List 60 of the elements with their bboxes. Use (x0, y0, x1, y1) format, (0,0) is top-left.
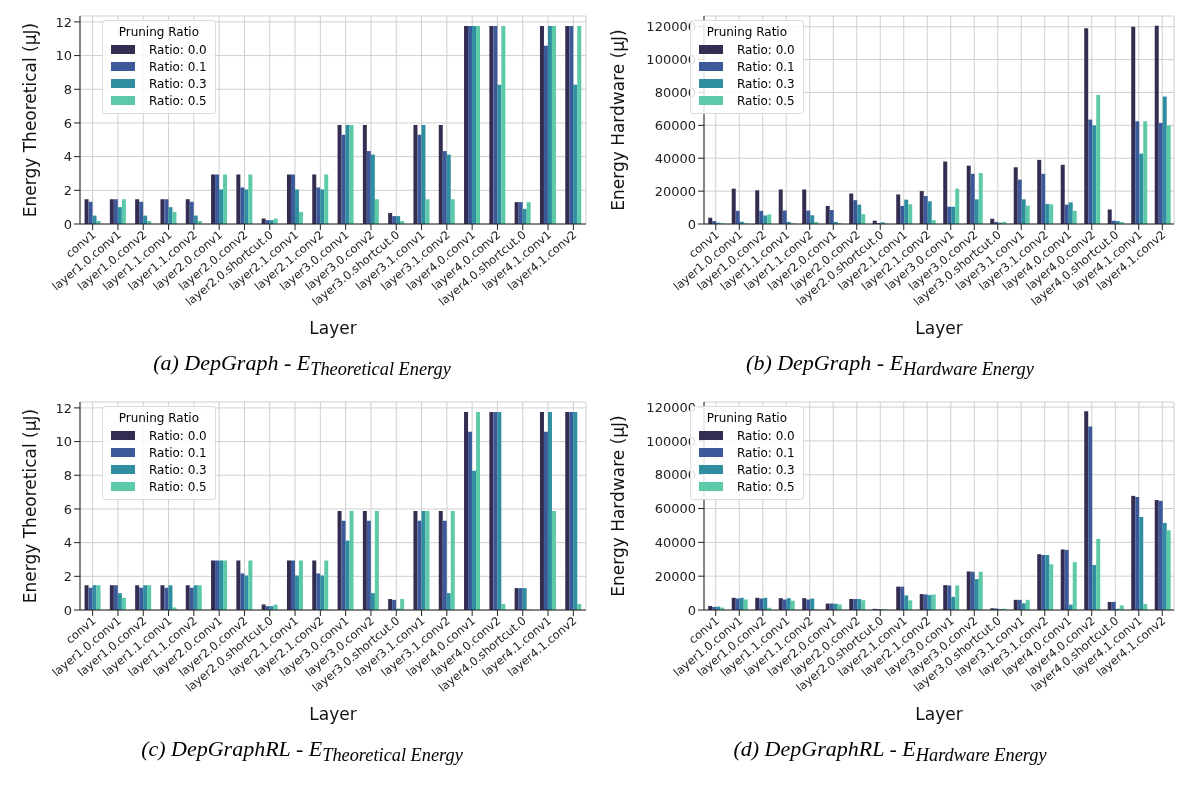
y-tick-label: 8 (63, 467, 72, 483)
x-axis-title: Layer (915, 318, 963, 338)
y-tick-label: 10 (55, 48, 72, 64)
text: (b) DepGraph - E$_{Hardware Energy}$ (745, 350, 1035, 381)
y-tick-label: 60000 (654, 501, 696, 517)
legend-label: Ratio: 0.5 (149, 93, 207, 108)
legend-label: Ratio: 0.0 (737, 42, 795, 57)
y-tick-label: 2 (63, 568, 72, 584)
y-tick-label: 40000 (654, 534, 696, 550)
legend-title: Pruning Ratio (117, 411, 201, 425)
y-tick-label: 20000 (654, 183, 696, 199)
y-tick-label: 4 (63, 149, 72, 165)
y-tick-label: 8 (63, 81, 72, 97)
legend-label: Ratio: 0.3 (737, 462, 795, 477)
text: (a) DepGraph - E$_{Theoretical Energy}$ (152, 350, 452, 381)
legend-label: Ratio: 0.3 (737, 76, 795, 91)
legend-label: Ratio: 0.1 (737, 59, 795, 74)
y-tick-label: 80000 (654, 85, 696, 101)
y-tick-label: 100000 (646, 52, 696, 68)
y-tick-label: 100000 (646, 433, 696, 449)
legend-title: Pruning Ratio (705, 411, 789, 425)
x-axis-title: Layer (915, 704, 963, 724)
legend-label: Ratio: 0.1 (737, 445, 795, 460)
text: (c) DepGraphRL - E$_{Theoretical Energy}$ (140, 736, 464, 767)
y-axis-title: Energy Theoretical (μJ) (20, 22, 41, 218)
legend-label: Ratio: 0.5 (737, 479, 795, 494)
y-tick-label: 60000 (654, 117, 696, 133)
y-tick-label: 80000 (654, 467, 696, 483)
legend-title: Pruning Ratio (117, 25, 201, 39)
x-axis-title: Layer (309, 704, 357, 724)
y-tick-label: 120000 (646, 19, 696, 35)
y-tick-label: 12 (55, 14, 72, 30)
legend-label: Ratio: 0.5 (737, 93, 795, 108)
y-tick-label: 2 (63, 182, 72, 198)
y-tick-label: 20000 (654, 568, 696, 584)
legend-label: Ratio: 0.0 (149, 42, 207, 57)
y-tick-label: 4 (63, 535, 72, 551)
legend-label: Ratio: 0.1 (149, 445, 207, 460)
y-tick-label: 6 (63, 115, 72, 131)
y-axis-title: Energy Theoretical (μJ) (20, 408, 41, 604)
y-tick-label: 40000 (654, 150, 696, 166)
y-tick-label: 12 (55, 400, 72, 416)
text: (d) DepGraphRL - E$_{Hardware Energy}$ (732, 736, 1048, 767)
y-tick-label: 0 (63, 216, 72, 232)
y-tick-label: 0 (687, 602, 696, 618)
legend-title: Pruning Ratio (705, 25, 789, 39)
y-tick-label: 0 (687, 216, 696, 232)
y-axis-title: Energy Hardware (μJ) (608, 29, 629, 211)
y-tick-label: 120000 (646, 399, 696, 415)
legend-label: Ratio: 0.3 (149, 462, 207, 477)
y-tick-label: 10 (55, 434, 72, 450)
legend-label: Ratio: 0.0 (149, 428, 207, 443)
y-axis-title: Energy Hardware (μJ) (608, 415, 629, 597)
y-tick-label: 0 (63, 602, 72, 618)
x-axis-title: Layer (309, 318, 357, 338)
legend-label: Ratio: 0.3 (149, 76, 207, 91)
legend-label: Ratio: 0.5 (149, 479, 207, 494)
legend-label: Ratio: 0.0 (737, 428, 795, 443)
legend-label: Ratio: 0.1 (149, 59, 207, 74)
y-tick-label: 6 (63, 501, 72, 517)
